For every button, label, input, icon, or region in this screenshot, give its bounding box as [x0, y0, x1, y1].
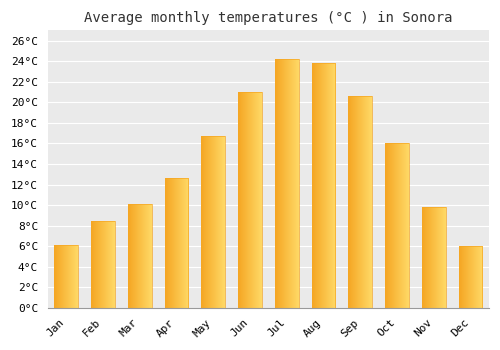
- Title: Average monthly temperatures (°C ) in Sonora: Average monthly temperatures (°C ) in So…: [84, 11, 452, 25]
